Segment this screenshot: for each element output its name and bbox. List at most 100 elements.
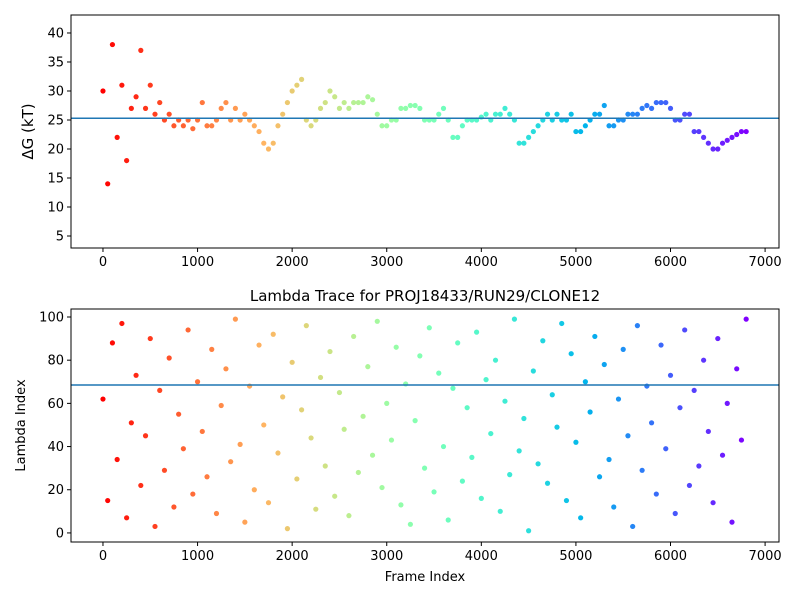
point bbox=[171, 123, 177, 129]
point bbox=[578, 128, 584, 135]
x-tick-label: 2000 bbox=[276, 255, 309, 270]
point bbox=[667, 105, 674, 111]
point bbox=[682, 327, 688, 333]
point bbox=[180, 446, 186, 452]
point bbox=[351, 333, 357, 340]
point bbox=[109, 41, 116, 48]
point bbox=[369, 97, 376, 103]
point bbox=[360, 413, 366, 419]
point bbox=[738, 128, 745, 135]
point bbox=[142, 105, 149, 111]
point bbox=[152, 111, 158, 117]
point bbox=[653, 99, 659, 106]
point bbox=[554, 111, 560, 117]
point bbox=[516, 140, 522, 146]
point bbox=[587, 409, 593, 415]
point bbox=[634, 111, 641, 117]
point bbox=[691, 128, 697, 135]
point bbox=[327, 88, 333, 94]
point bbox=[686, 482, 693, 489]
y-tick-label: 100 bbox=[39, 310, 64, 325]
axes-frame bbox=[70, 308, 780, 543]
point bbox=[251, 123, 257, 129]
point bbox=[185, 327, 191, 333]
point bbox=[502, 398, 508, 404]
y-tick-label: 30 bbox=[47, 84, 64, 99]
point bbox=[412, 102, 418, 109]
point bbox=[194, 379, 201, 385]
point bbox=[620, 346, 626, 352]
point bbox=[682, 111, 688, 117]
point bbox=[663, 99, 669, 106]
point bbox=[332, 493, 338, 499]
point bbox=[379, 484, 385, 491]
point bbox=[346, 513, 352, 519]
x-tick-label: 6000 bbox=[654, 549, 687, 564]
point bbox=[204, 474, 210, 480]
point bbox=[696, 128, 702, 135]
point bbox=[701, 134, 707, 140]
x-tick-label: 2000 bbox=[276, 549, 309, 564]
y-axis-label: Lambda Index bbox=[14, 379, 29, 472]
point bbox=[161, 467, 168, 473]
point bbox=[492, 357, 499, 363]
point bbox=[166, 355, 172, 361]
point bbox=[284, 526, 291, 532]
point bbox=[365, 94, 371, 100]
point bbox=[303, 323, 309, 329]
point bbox=[138, 482, 144, 489]
point bbox=[138, 47, 144, 53]
point bbox=[592, 333, 598, 340]
point bbox=[658, 99, 664, 106]
point bbox=[743, 128, 749, 135]
point bbox=[322, 463, 328, 469]
point bbox=[275, 450, 281, 456]
point bbox=[384, 123, 390, 129]
point bbox=[601, 102, 607, 109]
point bbox=[313, 506, 319, 512]
point bbox=[346, 105, 352, 111]
point bbox=[526, 528, 532, 534]
point bbox=[719, 140, 726, 146]
point bbox=[596, 474, 603, 480]
point bbox=[455, 340, 461, 346]
point bbox=[625, 111, 631, 117]
point bbox=[157, 387, 163, 394]
chart-title: Lambda Trace for PROJ18433/RUN29/CLONE12 bbox=[250, 287, 600, 305]
point bbox=[261, 140, 267, 146]
point bbox=[648, 105, 655, 111]
point bbox=[691, 387, 697, 394]
point bbox=[578, 515, 584, 521]
point bbox=[630, 523, 636, 530]
point bbox=[128, 105, 134, 111]
point bbox=[625, 433, 631, 439]
point bbox=[663, 446, 669, 452]
point bbox=[114, 134, 120, 140]
point bbox=[488, 430, 494, 437]
point bbox=[289, 359, 295, 365]
point bbox=[672, 510, 678, 517]
point bbox=[199, 428, 205, 435]
point bbox=[398, 502, 404, 508]
point bbox=[639, 105, 645, 111]
point bbox=[483, 377, 489, 383]
x-tick-label: 5000 bbox=[559, 255, 592, 270]
point bbox=[507, 111, 513, 117]
point bbox=[379, 123, 385, 129]
point bbox=[355, 469, 361, 476]
point bbox=[133, 372, 139, 378]
point bbox=[516, 448, 522, 454]
point bbox=[237, 441, 243, 447]
point bbox=[544, 111, 551, 117]
point bbox=[403, 105, 409, 111]
point bbox=[351, 99, 357, 106]
point bbox=[526, 134, 532, 140]
point bbox=[601, 361, 607, 368]
point bbox=[729, 134, 735, 140]
point bbox=[242, 519, 248, 525]
point bbox=[710, 500, 716, 506]
point bbox=[634, 323, 641, 329]
point bbox=[242, 111, 248, 117]
axes-frame bbox=[70, 14, 780, 249]
point bbox=[530, 368, 536, 374]
